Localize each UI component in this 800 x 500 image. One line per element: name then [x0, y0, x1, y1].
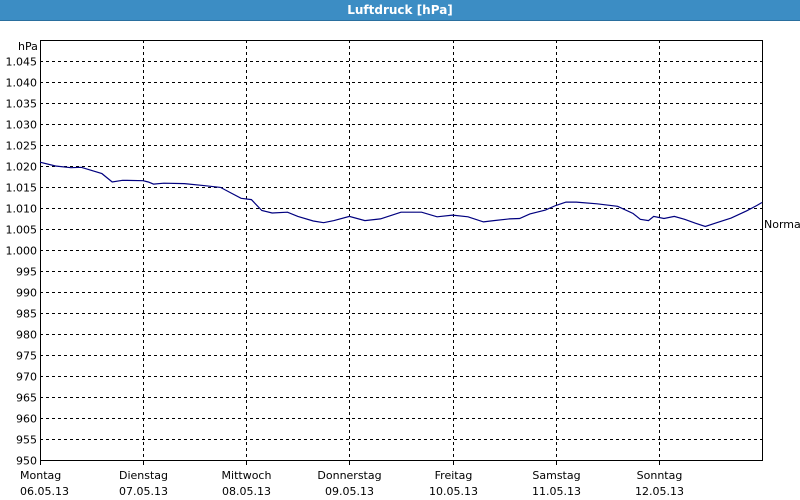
x-tick-day: Samstag	[532, 469, 580, 482]
series-group	[39, 161, 763, 228]
x-tick-date: 12.05.13	[635, 485, 684, 498]
pressure-series-line	[39, 161, 763, 228]
y-tick-label: 950	[16, 455, 37, 468]
y-tick-label: 995	[16, 266, 37, 279]
normal-label: Normal	[764, 218, 800, 231]
x-tick-day: Dienstag	[119, 469, 168, 482]
y-tick-label: 1.005	[6, 224, 38, 237]
y-tick-label: 1.030	[6, 119, 38, 132]
y-tick-label: 975	[16, 350, 37, 363]
x-tick-date: 10.05.13	[429, 485, 478, 498]
y-tick-label: 1.000	[6, 245, 38, 258]
x-tick-date: 08.05.13	[222, 485, 271, 498]
y-tick-label: 990	[16, 287, 37, 300]
plot-border	[40, 40, 763, 461]
x-tick-date: 07.05.13	[119, 485, 168, 498]
x-tick-day: Freitag	[435, 469, 473, 482]
y-tick-label: 1.020	[6, 161, 38, 174]
y-axis: 950 955 960 965 970 975 980 985 990 995 1.000 1.005…	[6, 56, 38, 468]
y-tick-label: 955	[16, 434, 37, 447]
x-tick-day: Mittwoch	[222, 469, 272, 482]
y-tick-label: 1.015	[6, 182, 38, 195]
y-tick-label: 1.025	[6, 140, 38, 153]
x-tick-date: 09.05.13	[325, 485, 374, 498]
x-tick-day: Sonntag	[637, 469, 683, 482]
y-tick-label: 1.045	[6, 56, 38, 69]
y-tick-label: 965	[16, 392, 37, 405]
y-tick-label: 1.040	[6, 77, 38, 90]
y-tick-label: 970	[16, 371, 37, 384]
y-tick-label: 1.035	[6, 98, 38, 111]
chart-title: Luftdruck [hPa]	[0, 0, 800, 21]
plot-frame	[40, 40, 763, 461]
y-tick-label: 980	[16, 329, 37, 342]
y-tick-label: 1.010	[6, 203, 38, 216]
x-tick-date: 06.05.13	[20, 485, 69, 498]
x-tick-date: 11.05.13	[532, 485, 581, 498]
y-axis-unit: hPa	[18, 40, 38, 53]
x-tick-day: Donnerstag	[317, 469, 381, 482]
grid	[40, 40, 762, 460]
y-tick-label: 985	[16, 308, 37, 321]
y-tick-label: 960	[16, 413, 37, 426]
x-tick-day: Montag	[20, 469, 61, 482]
x-axis: Montag 06.05.13 Dienstag 07.05.13 Mittwoch 08…	[20, 460, 684, 498]
